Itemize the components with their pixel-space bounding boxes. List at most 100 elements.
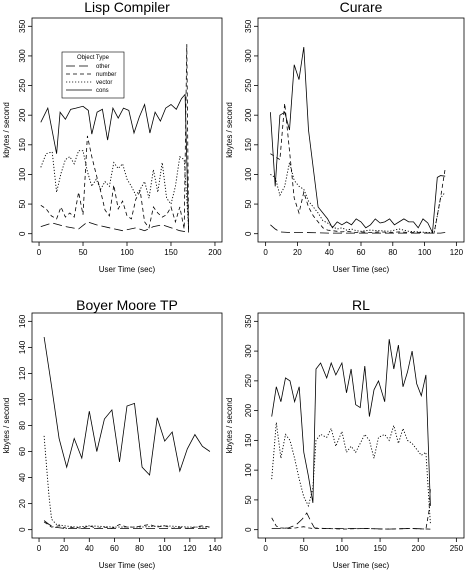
y-tick-label: 300 [244,344,253,358]
x-tick-label: 0 [37,544,42,553]
y-tick-label: 300 [244,49,253,63]
legend-label-other: other [96,64,110,70]
series-line-other [270,224,446,234]
y-tick-label: 20 [18,499,27,508]
y-tick-label: 0 [18,527,27,532]
y-tick-label: 350 [244,314,253,328]
y-tick-label: 150 [244,433,253,447]
series-line-cons [271,339,431,506]
y-tick-label: 300 [18,49,27,63]
x-tick-label: 40 [85,544,94,553]
plot-frame [257,17,465,243]
y-tick-label: 160 [18,314,27,328]
series-line-vector [271,422,431,524]
x-tick-label: 200 [208,248,222,257]
chart-title: Lisp Compiler [84,0,170,15]
chart-panel-2: Curare 0 20 40 60 80 100 120 0 50 100 150 200 250 300 3… [225,0,465,274]
x-tick-label: 20 [60,544,69,553]
y-tick-label: 140 [18,340,27,354]
y-tick-label: 150 [244,138,253,152]
y-tick-label: 40 [18,473,27,482]
legend-title: Object Type [77,55,110,61]
chart-title: Boyer Moore TP [76,297,178,313]
x-tick-label: 60 [357,248,366,257]
series-line-cons [43,336,211,476]
series-line-other [271,512,431,530]
x-tick-label: 100 [120,248,134,257]
series-line-number [270,103,446,234]
x-axis-label: User Time (sec) [99,265,156,274]
y-tick-label: 0 [244,231,253,236]
y-tick-label: 100 [18,167,27,181]
x-tick-label: 50 [299,544,308,553]
y-tick-label: 50 [18,199,27,208]
series-line-vector [270,162,446,233]
y-tick-label: 200 [18,108,27,122]
x-tick-label: 120 [183,544,197,553]
y-tick-label: 100 [18,392,27,406]
plot-frame [31,17,223,243]
x-tick-label: 0 [37,248,42,257]
x-tick-label: 20 [293,248,302,257]
y-tick-label: 250 [244,78,253,92]
y-tick-label: 100 [244,463,253,477]
y-tick-label: 200 [244,108,253,122]
x-tick-label: 0 [263,248,268,257]
chart-title: Curare [340,0,383,15]
y-tick-label: 0 [244,527,253,532]
y-axis-label: kbytes / second [2,398,11,454]
x-tick-label: 140 [208,544,222,553]
x-axis-label: User Time (sec) [99,561,156,570]
y-tick-label: 350 [244,19,253,33]
series-line-number [271,487,431,530]
series-line-cons [270,46,446,234]
x-tick-label: 200 [412,544,426,553]
legend-label-number: number [96,72,116,78]
chart-panel-3: Boyer Moore TP 0 20 40 60 80 100 120 140 0 20 40 60 8… [2,297,223,570]
x-axis-label: User Time (sec) [333,561,390,570]
y-axis-label: kbytes / second [2,102,11,158]
y-axis-label: kbytes / second [225,398,234,454]
x-axis-label: User Time (sec) [333,265,390,274]
series-line-cons [40,93,189,233]
x-tick-label: 50 [79,248,88,257]
series-line-other [43,520,210,529]
y-tick-label: 350 [18,19,27,33]
legend-label-cons: cons [96,88,109,94]
chart-legend: Object Type other number vector cons [61,51,125,99]
y-tick-label: 50 [244,495,253,504]
y-tick-label: 50 [244,199,253,208]
x-tick-label: 100 [158,544,172,553]
series-line-number [40,44,189,231]
y-axis-label: kbytes / second [225,102,234,158]
chart-panel-1: Lisp Compiler 0 50 100 150 200 0 50 100 150 200 250… [2,0,223,274]
y-tick-label: 60 [18,447,27,456]
x-tick-label: 0 [263,544,268,553]
y-tick-label: 0 [18,231,27,236]
x-tick-label: 80 [388,248,397,257]
y-tick-label: 100 [244,167,253,181]
chart-panel-4: RL 0 50 100 150 200 250 0 50 100 150 200 250 300 350 Us… [225,297,465,570]
x-tick-label: 100 [418,248,432,257]
series-line-number [43,521,210,529]
x-tick-label: 80 [135,544,144,553]
series-line-vector [43,435,210,528]
x-tick-label: 120 [450,248,464,257]
x-tick-label: 100 [335,544,349,553]
y-tick-label: 250 [244,374,253,388]
x-tick-label: 150 [164,248,178,257]
plot-frame [31,312,223,539]
x-tick-label: 40 [325,248,334,257]
x-tick-label: 250 [450,544,464,553]
chart-title: RL [352,297,370,313]
y-tick-label: 200 [244,403,253,417]
series-line-other [40,221,189,233]
x-tick-label: 60 [110,544,119,553]
y-tick-label: 250 [18,78,27,92]
y-tick-label: 80 [18,421,27,430]
x-tick-label: 150 [373,544,387,553]
y-tick-label: 120 [18,366,27,380]
legend-label-vector: vector [96,80,112,86]
y-tick-label: 150 [18,138,27,152]
